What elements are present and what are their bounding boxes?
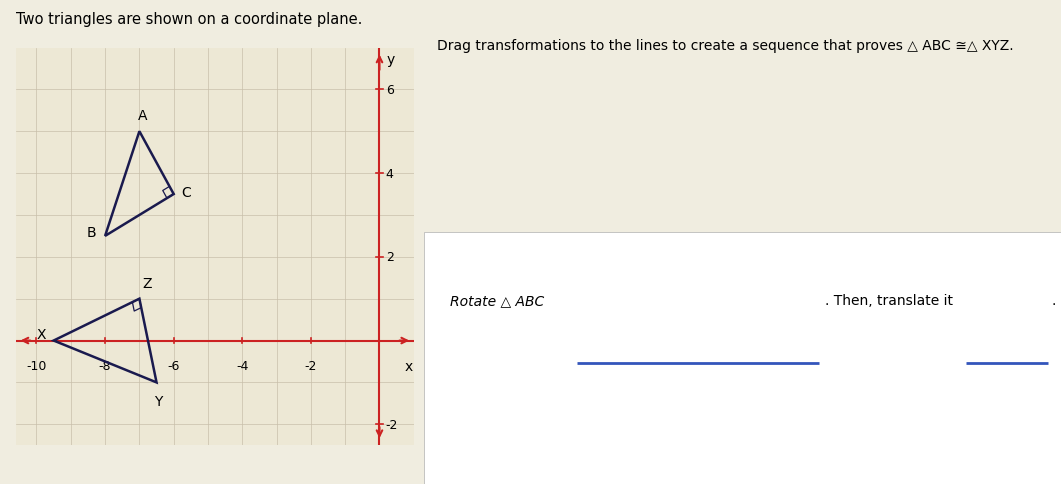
Text: Z: Z bbox=[143, 277, 153, 291]
Text: Rotate △ ABC: Rotate △ ABC bbox=[450, 293, 544, 307]
Text: -4: -4 bbox=[237, 360, 248, 373]
Text: Drag transformations to the lines to create a sequence that proves △ ABC ≅△ XYZ.: Drag transformations to the lines to cre… bbox=[437, 39, 1013, 53]
Text: B: B bbox=[87, 225, 97, 239]
Text: 4: 4 bbox=[385, 167, 394, 180]
Text: C: C bbox=[181, 185, 191, 199]
Text: 6: 6 bbox=[385, 84, 394, 97]
Text: Y: Y bbox=[154, 394, 162, 408]
Text: -10: -10 bbox=[27, 360, 47, 373]
Text: .: . bbox=[1051, 293, 1056, 307]
Text: x: x bbox=[404, 360, 413, 374]
Text: -8: -8 bbox=[99, 360, 111, 373]
Text: -2: -2 bbox=[305, 360, 317, 373]
Text: X: X bbox=[36, 328, 46, 342]
FancyBboxPatch shape bbox=[424, 232, 1061, 484]
Text: Two triangles are shown on a coordinate plane.: Two triangles are shown on a coordinate … bbox=[16, 12, 362, 27]
Text: y: y bbox=[387, 53, 396, 66]
Text: -2: -2 bbox=[385, 418, 398, 431]
Text: . Then, translate it: . Then, translate it bbox=[825, 293, 954, 307]
Text: -6: -6 bbox=[168, 360, 180, 373]
Text: A: A bbox=[138, 109, 147, 123]
Text: 2: 2 bbox=[385, 251, 394, 264]
